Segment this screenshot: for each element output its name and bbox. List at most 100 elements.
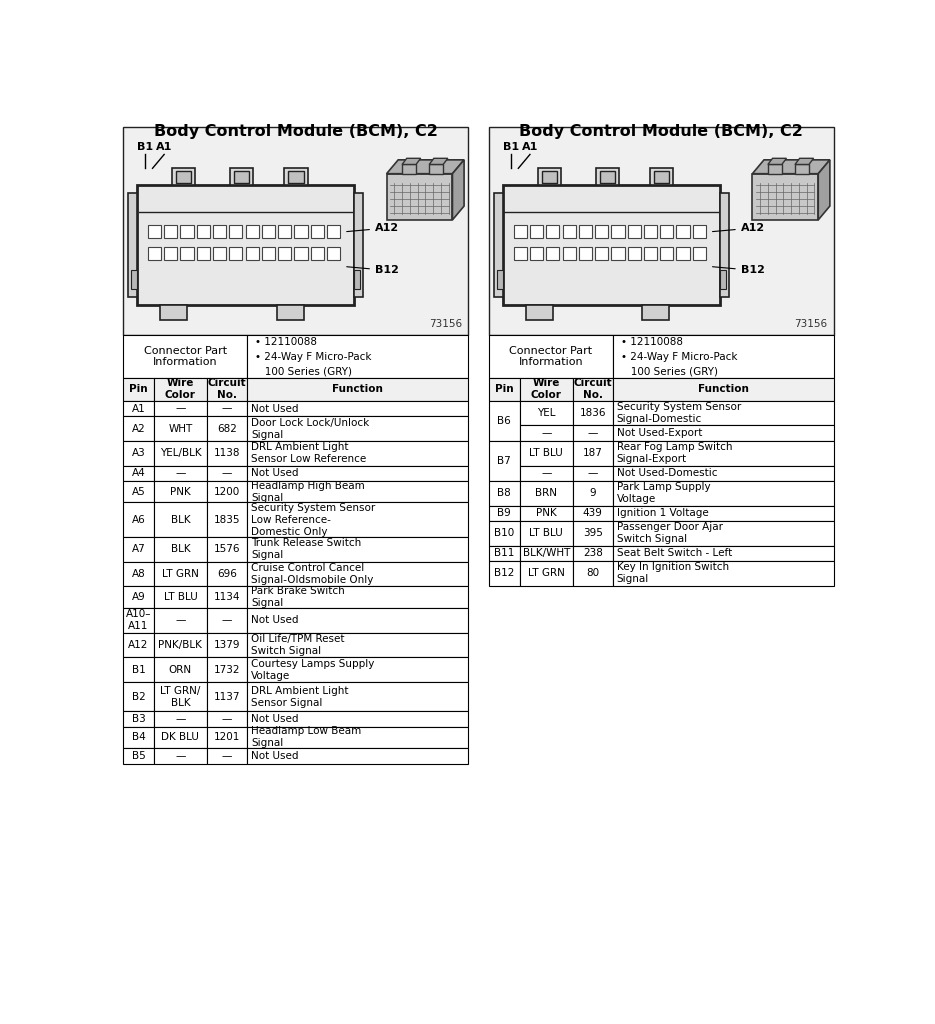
Bar — [310, 247, 324, 260]
Bar — [154, 400, 207, 416]
Bar — [123, 336, 247, 378]
Polygon shape — [402, 159, 421, 165]
Bar — [650, 168, 673, 185]
Bar — [123, 657, 154, 682]
Text: B8: B8 — [497, 488, 511, 499]
Text: —: — — [222, 403, 232, 414]
Bar — [572, 466, 612, 481]
Bar — [644, 247, 657, 260]
Bar — [595, 247, 609, 260]
Text: Not Used-Export: Not Used-Export — [617, 428, 702, 438]
Text: A12: A12 — [712, 223, 765, 233]
Bar — [693, 225, 706, 239]
Text: 187: 187 — [583, 449, 603, 458]
Bar — [180, 225, 194, 239]
Bar — [123, 128, 468, 336]
Text: 1836: 1836 — [580, 409, 606, 418]
Bar — [295, 247, 308, 260]
Bar — [165, 225, 178, 239]
Bar — [596, 168, 619, 185]
Bar — [572, 481, 612, 506]
Bar — [612, 336, 834, 378]
Text: 1134: 1134 — [214, 592, 240, 602]
Bar — [123, 727, 154, 749]
Text: B1: B1 — [502, 141, 519, 152]
Text: Not Used-Domestic: Not Used-Domestic — [617, 468, 717, 478]
Bar — [176, 171, 192, 183]
Bar — [207, 481, 247, 503]
Text: Park Lamp Supply
Voltage: Park Lamp Supply Voltage — [617, 482, 711, 504]
Bar — [546, 247, 559, 260]
Bar — [123, 441, 154, 466]
Bar — [489, 128, 834, 336]
Bar — [154, 416, 207, 441]
Polygon shape — [818, 160, 830, 220]
Bar — [386, 174, 453, 220]
Text: 73156: 73156 — [795, 319, 827, 330]
Text: Connector Part
Information: Connector Part Information — [510, 346, 593, 368]
Bar — [207, 378, 247, 400]
Text: 73156: 73156 — [428, 319, 462, 330]
Text: 1201: 1201 — [214, 732, 240, 742]
Text: A12: A12 — [347, 223, 399, 233]
Bar — [246, 225, 259, 239]
Bar — [160, 304, 187, 319]
Bar — [354, 193, 364, 297]
Text: DRL Ambient Light
Sensor Signal: DRL Ambient Light Sensor Signal — [251, 685, 349, 708]
Text: 238: 238 — [583, 548, 603, 558]
Text: Wire
Color: Wire Color — [531, 379, 562, 400]
Bar — [247, 749, 468, 764]
Bar — [172, 168, 195, 185]
Bar — [612, 506, 834, 521]
Bar — [207, 711, 247, 727]
Polygon shape — [386, 160, 464, 174]
Bar — [154, 587, 207, 608]
Bar — [247, 587, 468, 608]
Bar — [489, 441, 520, 481]
Bar — [247, 657, 468, 682]
Text: A1: A1 — [156, 141, 172, 152]
Bar — [676, 247, 690, 260]
Text: 395: 395 — [583, 528, 603, 539]
Bar — [489, 481, 520, 506]
Text: BLK: BLK — [170, 545, 190, 554]
Text: 80: 80 — [586, 568, 599, 579]
Bar — [676, 225, 690, 239]
Bar — [137, 185, 354, 304]
Text: Pin: Pin — [129, 384, 148, 394]
Text: A2: A2 — [132, 424, 146, 433]
Bar — [196, 225, 209, 239]
Text: DRL Ambient Light
Sensor Low Reference: DRL Ambient Light Sensor Low Reference — [251, 442, 367, 464]
Bar — [262, 225, 275, 239]
Text: Connector Part
Information: Connector Part Information — [143, 346, 226, 368]
Text: 1835: 1835 — [214, 515, 240, 525]
Bar — [572, 506, 612, 521]
Text: A1: A1 — [132, 403, 146, 414]
Bar — [247, 727, 468, 749]
Text: —: — — [222, 468, 232, 478]
Bar — [599, 171, 615, 183]
Bar — [489, 506, 520, 521]
Bar — [246, 247, 259, 260]
Bar — [154, 749, 207, 764]
Text: LT BLU: LT BLU — [529, 449, 563, 458]
Bar — [429, 165, 443, 174]
Bar — [229, 247, 242, 260]
Bar — [154, 682, 207, 711]
Polygon shape — [429, 159, 448, 165]
Polygon shape — [753, 160, 830, 174]
Bar — [123, 633, 154, 657]
Text: —: — — [222, 714, 232, 724]
Bar — [229, 225, 242, 239]
Bar — [207, 503, 247, 538]
Bar — [612, 561, 834, 586]
Text: Seat Belt Switch - Left: Seat Belt Switch - Left — [617, 548, 732, 558]
Bar — [207, 587, 247, 608]
Text: Function: Function — [698, 384, 749, 394]
Text: LT GRN: LT GRN — [162, 569, 199, 580]
Text: B3: B3 — [132, 714, 146, 724]
Bar — [123, 711, 154, 727]
Bar — [572, 378, 612, 400]
Bar — [247, 562, 468, 587]
Bar — [327, 225, 340, 239]
